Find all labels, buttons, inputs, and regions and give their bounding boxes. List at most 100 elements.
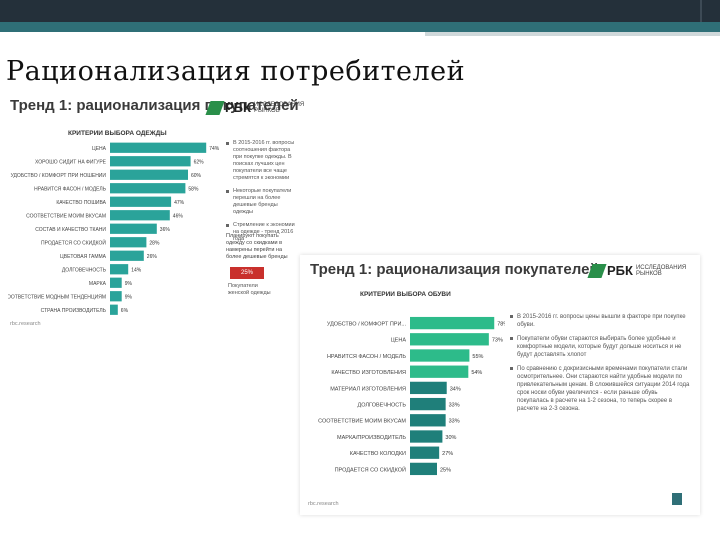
bar xyxy=(110,169,188,180)
bar xyxy=(110,237,147,248)
value-label: 33% xyxy=(449,419,460,425)
value-label: 14% xyxy=(131,267,142,273)
value-label: 34% xyxy=(450,386,461,392)
category-label: МАРКА/ПРОИЗВОДИТЕЛЬ xyxy=(337,435,406,441)
rbk-mark-icon xyxy=(587,263,607,278)
bullet-item: По сравнению с докризисными временами по… xyxy=(510,365,690,413)
bar xyxy=(110,291,122,302)
category-label: УДОБСТВО / КОМФОРТ ПРИ НОШЕНИИ xyxy=(11,173,107,179)
bar xyxy=(110,277,122,288)
value-label: 46% xyxy=(173,213,184,219)
value-label: 58% xyxy=(188,186,199,192)
bar xyxy=(410,430,443,443)
category-label: СОСТАВ И КАЧЕСТВО ТКАНИ xyxy=(35,227,106,233)
clothing-card: Тренд 1: рационализация покупателей РБК … xyxy=(8,95,304,335)
badge-caption: Покупатели женской одежды xyxy=(228,283,271,296)
category-label: МАРКА xyxy=(89,281,107,287)
category-label: СООТВЕТСТВИЕ МОИМ ВКУСАМ xyxy=(318,419,406,425)
bullet-item: Некоторые покупатели перешли на более де… xyxy=(226,188,296,216)
source-label: rbc.research xyxy=(308,501,339,507)
value-label: 25% xyxy=(440,467,451,473)
bar xyxy=(410,462,437,476)
bar xyxy=(410,397,446,411)
category-label: ДОЛГОВЕЧНОСТЬ xyxy=(357,403,406,409)
value-label: 26% xyxy=(147,254,158,260)
category-label: ЦВЕТОВАЯ ГАММА xyxy=(60,254,107,260)
value-label: 27% xyxy=(442,451,453,457)
bar xyxy=(410,316,495,330)
bar xyxy=(410,446,440,459)
bullet-item: Стремление к экономии на одежде - тренд … xyxy=(226,222,296,243)
source-label: rbc.research xyxy=(10,321,41,327)
top-bar xyxy=(0,0,720,22)
category-label: СООТВЕТСТВИЕ МОДНЫМ ТЕНДЕНЦИЯМ xyxy=(8,294,106,300)
rbk-brand-sub: ИССЛЕДОВАНИЯ РЫНКОВ xyxy=(635,264,687,277)
category-label: ПРОДАЕТСЯ СО СКИДКОЙ xyxy=(335,465,406,473)
category-label: КАЧЕСТВО КОЛОДКИ xyxy=(350,451,406,457)
chart-heading: КРИТЕРИИ ВЫБОРА ОДЕЖДЫ xyxy=(68,130,167,137)
top-bar-divider xyxy=(700,0,702,22)
chart-heading: КРИТЕРИИ ВЫБОРА ОБУВИ xyxy=(360,291,451,298)
card-title: Тренд 1: рационализация покупателей xyxy=(310,261,599,278)
bar xyxy=(110,156,191,167)
value-label: 78% xyxy=(497,322,505,328)
value-label: 36% xyxy=(160,227,171,233)
top-light-strip xyxy=(425,32,720,36)
footwear-card: Тренд 1: рационализация покупателей РБК … xyxy=(300,255,700,515)
bullet-list: В 2015-2016 гг. вопросы цены вышли в фак… xyxy=(510,313,690,419)
bar xyxy=(110,196,172,207)
bar xyxy=(410,349,470,362)
slide-corner-marker xyxy=(672,493,682,505)
bar xyxy=(110,304,118,315)
value-label: 47% xyxy=(174,200,185,206)
value-label: 74% xyxy=(209,146,220,152)
rbk-brand: РБК xyxy=(607,263,633,278)
value-label: 6% xyxy=(121,308,129,314)
category-label: МАТЕРИАЛ ИЗГОТОВЛЕНИЯ xyxy=(330,386,406,392)
category-label: ПРОДАЕТСЯ СО СКИДКОЙ xyxy=(41,238,106,246)
bar xyxy=(110,183,186,194)
bar xyxy=(110,210,170,221)
value-label: 73% xyxy=(492,338,503,344)
value-label: 55% xyxy=(472,354,483,360)
rbk-logo: РБК ИССЛЕДОВАНИЯ РЫНКОВ xyxy=(205,100,305,115)
value-label: 28% xyxy=(149,240,160,246)
rbk-mark-icon xyxy=(205,100,225,115)
value-label: 9% xyxy=(125,294,133,300)
category-label: ДОЛГОВЕЧНОСТЬ xyxy=(62,267,107,273)
bullet-item: В 2015-2016 гг. вопросы цены вышли в фак… xyxy=(510,313,690,329)
category-label: НРАВИТСЯ ФАСОН / МОДЕЛЬ xyxy=(34,186,107,192)
rbk-brand: РБК xyxy=(225,100,251,115)
percent-badge: 25% xyxy=(230,267,264,279)
bar xyxy=(110,250,144,261)
value-label: 30% xyxy=(445,435,456,441)
bar xyxy=(410,414,446,427)
bar xyxy=(410,365,469,378)
category-label: ЦЕНА xyxy=(92,146,107,152)
top-accent-bar xyxy=(0,22,720,32)
bar xyxy=(110,223,157,234)
footwear-criteria-chart: УДОБСТВО / КОМФОРТ ПРИ... 78% ЦЕНА 73% НРАВИ… xyxy=(318,316,505,476)
value-label: 62% xyxy=(194,159,205,165)
rbk-logo: РБК ИССЛЕДОВАНИЯ РЫНКОВ xyxy=(587,263,687,278)
bar xyxy=(410,333,489,346)
clothing-criteria-chart: ЦЕНА 74% ХОРОШО СИДИТ НА ФИГУРЕ 62% УДОБСТВО… xyxy=(8,142,220,315)
slide-title: Рационализация потребителей xyxy=(6,56,466,87)
bar xyxy=(410,381,447,395)
category-label: КАЧЕСТВО ИЗГОТОВЛЕНИЯ xyxy=(331,370,406,376)
bar xyxy=(110,264,129,275)
category-label: СТРАНА ПРОИЗВОДИТЕЛЬ xyxy=(41,308,107,314)
value-label: 33% xyxy=(449,403,460,409)
category-label: ЦЕНА xyxy=(391,338,407,344)
category-label: СООТВЕТСТВИЕ МОИМ ВКУСАМ xyxy=(26,213,106,219)
bullet-item: В 2015-2016 гг. вопросы соотношения факт… xyxy=(226,140,296,182)
bullet-list: В 2015-2016 гг. вопросы соотношения факт… xyxy=(226,140,296,249)
category-label: НРАВИТСЯ ФАСОН / МОДЕЛЬ xyxy=(327,354,406,360)
value-label: 54% xyxy=(471,370,482,376)
card-title: Тренд 1: рационализация покупателей xyxy=(10,97,299,114)
value-label: 60% xyxy=(191,173,202,179)
bar xyxy=(110,142,207,153)
value-label: 9% xyxy=(125,281,133,287)
bullet-item: Покупатели обуви стараются выбирать боле… xyxy=(510,335,690,359)
rbk-brand-sub: ИССЛЕДОВАНИЯ РЫНКОВ xyxy=(253,101,305,114)
